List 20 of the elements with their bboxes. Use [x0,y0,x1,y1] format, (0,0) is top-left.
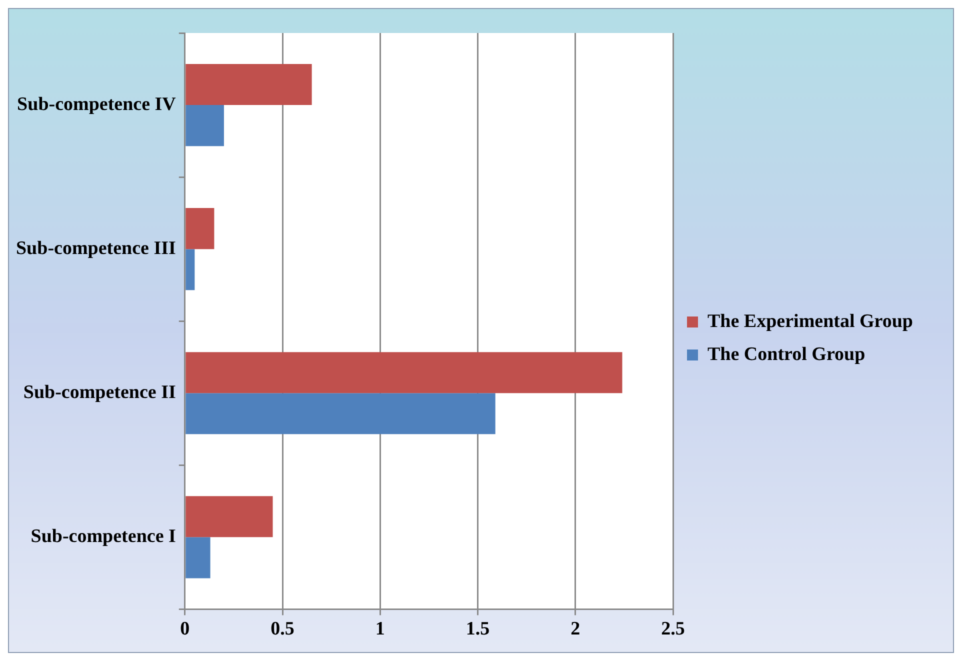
y-tick-label: Sub-competence III [16,238,176,259]
x-tick-label: 2 [570,618,580,640]
y-tick-label: Sub-competence IV [17,94,176,115]
x-tick-label: 1.5 [466,618,490,640]
bar [186,105,224,146]
x-tick-label: 0.5 [270,618,294,640]
bar [186,64,312,106]
y-tick-label: Sub-competence I [30,526,176,548]
bar [186,208,214,250]
legend-label: The Experimental Group [708,310,914,332]
bar [186,496,273,538]
legend-label: The Control Group [708,344,866,365]
bar [186,393,496,434]
x-tick-label: 1 [375,618,385,640]
bar [186,537,210,578]
y-tick-label: Sub-competence II [23,382,176,404]
x-tick-label: 0 [180,618,190,640]
bar [186,249,195,290]
x-tick-label: 2.5 [661,618,685,640]
bar [186,352,622,394]
